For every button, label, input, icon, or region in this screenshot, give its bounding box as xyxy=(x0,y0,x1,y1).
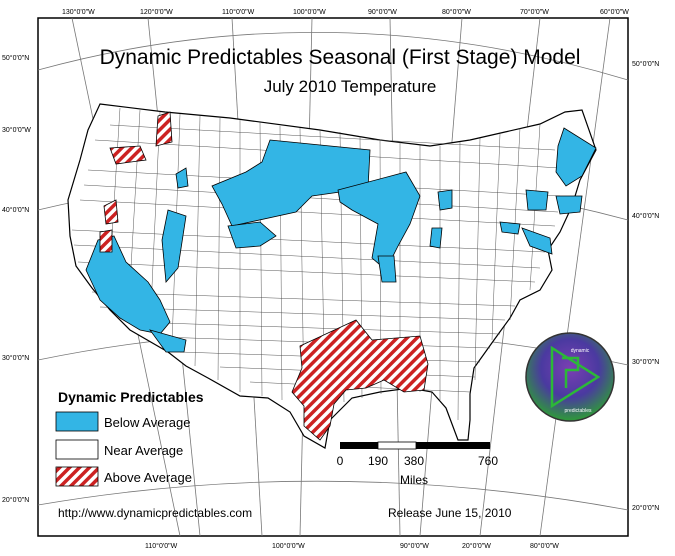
legend-label-near: Near Average xyxy=(104,443,183,458)
release-date: Release June 15, 2010 xyxy=(388,506,512,520)
graticule-bottom-labels: 110°0'0"W 100°0'0"W 90°0'0"W 20°0'0"W 80… xyxy=(145,542,559,550)
dynamic-predictables-logo: dynamic predictables xyxy=(525,332,615,422)
below-average-regions xyxy=(85,127,597,353)
top-lon-label: 130°0'0"W xyxy=(62,8,95,16)
right-lat-label: 40°0'0"N xyxy=(632,212,659,220)
legend-label-above: Above Average xyxy=(104,470,192,485)
scale-bar: 0 190 380 760 Miles xyxy=(337,441,498,487)
scale-unit-label: Miles xyxy=(400,473,428,487)
graticule-top-labels: 130°0'0"W 120°0'0"W 110°0'0"W 100°0'0"W … xyxy=(62,8,629,16)
bottom-lon-label: 20°0'0"W xyxy=(462,542,491,550)
left-lat-label: 20°0'0"N xyxy=(2,496,29,504)
left-lat-label: 30°0'0"W xyxy=(2,126,31,134)
right-lat-label: 20°0'0"N xyxy=(632,504,659,512)
bottom-lon-label: 110°0'0"W xyxy=(145,542,178,550)
graticule-left-labels: 50°0'0"N 30°0'0"W 40°0'0"N 30°0'0"N 20°0… xyxy=(2,54,31,504)
top-lon-label: 90°0'0"W xyxy=(368,8,397,16)
logo-bottom-text: predictables xyxy=(565,408,592,414)
legend: Dynamic Predictables Below Average Near … xyxy=(55,389,204,487)
legend-label-below: Below Average xyxy=(104,415,191,430)
play-triangle-icon xyxy=(550,345,601,409)
top-lon-label: 80°0'0"W xyxy=(442,8,471,16)
usa-landmass xyxy=(67,103,597,449)
bottom-lon-label: 80°0'0"W xyxy=(530,542,559,550)
map-title: Dynamic Predictables Seasonal (First Sta… xyxy=(100,46,581,69)
legend-swatch-near xyxy=(55,439,99,460)
letter-p-icon xyxy=(562,356,580,388)
top-lon-label: 110°0'0"W xyxy=(222,8,255,16)
above-average-regions xyxy=(99,111,429,441)
scale-tick-label: 380 xyxy=(404,454,424,468)
scale-tick-label: 0 xyxy=(337,454,344,468)
graticule-right-labels: 50°0'0"N 40°0'0"N 30°0'0"N 20°0'0"N xyxy=(632,60,659,512)
legend-swatch-below xyxy=(55,411,99,432)
bottom-lon-label: 90°0'0"W xyxy=(400,542,429,550)
legend-swatch-above xyxy=(55,466,99,487)
top-lon-label: 60°0'0"W xyxy=(600,8,629,16)
website-url: http://www.dynamicpredictables.com xyxy=(58,506,252,520)
right-lat-label: 50°0'0"N xyxy=(632,60,659,68)
scale-tick-label: 760 xyxy=(478,454,498,468)
bottom-lon-label: 100°0'0"W xyxy=(272,542,305,550)
top-lon-label: 120°0'0"W xyxy=(140,8,173,16)
map-subtitle: July 2010 Temperature xyxy=(264,77,437,96)
left-lat-label: 50°0'0"N xyxy=(2,54,29,62)
left-lat-label: 30°0'0"N xyxy=(2,354,29,362)
top-lon-label: 100°0'0"W xyxy=(293,8,326,16)
scale-tick-label: 190 xyxy=(368,454,388,468)
top-lon-label: 70°0'0"W xyxy=(520,8,549,16)
right-lat-label: 30°0'0"N xyxy=(632,358,659,366)
logo-top-text: dynamic xyxy=(571,348,590,354)
legend-title: Dynamic Predictables xyxy=(58,389,204,405)
left-lat-label: 40°0'0"N xyxy=(2,206,29,214)
